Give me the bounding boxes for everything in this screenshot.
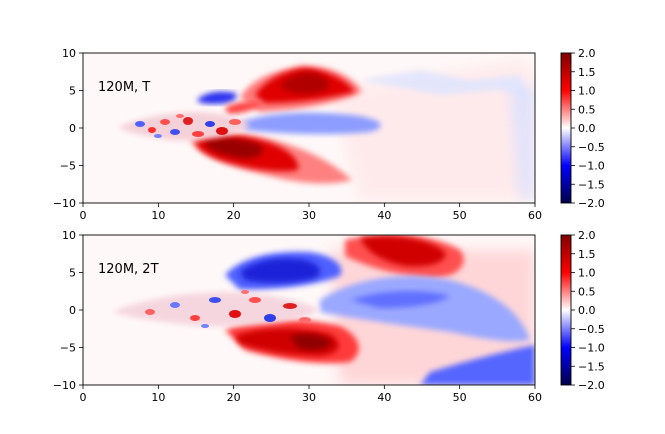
panel-2-colorbar-tick-label: 2.0 [578,229,596,242]
panel-2-colorbar-tick-label: 1.0 [578,267,596,280]
panel-2-colorbar-tick-label: −0.5 [578,323,605,336]
panel-1-colorbar-tick-label: −1.0 [578,160,605,173]
panel-1-y-tick-label: 0 [69,122,76,135]
panel-2-turbulence-speckles [145,290,311,328]
panel-1-upper-blue-patch [197,91,237,104]
panel-1-colorbar-tick-label: −1.5 [578,178,605,191]
panel-1-x-tick-label: 60 [528,209,542,222]
panel-2-colorbar-tick-label: 0.5 [578,285,596,298]
panel-2-y-tick-label: 10 [62,229,76,242]
panel-1-colorbar-tick-label: −0.5 [578,141,605,154]
panel-1-colorbar-tick-label: 0.5 [578,103,596,116]
panel-1-faint-blue [360,70,530,100]
panel-1-colorbar [561,53,571,203]
panel-2-x-tick-label: 30 [302,391,316,404]
panel-2 [83,235,535,385]
panel-2-label: 120M, 2T [98,262,159,277]
panel-2-x-tick-label: 20 [227,391,241,404]
panel-1-lower-red-core [205,138,263,159]
panel-1-y-tick-label: −10 [53,197,76,210]
panel-1-turbulence-speckles [135,114,241,138]
panel-1-x-tick-label: 30 [302,209,316,222]
panel-1-colorbar-tick-label: 2.0 [578,47,596,60]
panel-1-y-tick-label: 10 [62,47,76,60]
panel-1-faint-blue-right [510,85,535,200]
panel-2-colorbar-tick-label: −1.5 [578,360,605,373]
panel-1-colorbar-tick-label: 1.5 [578,66,596,79]
panel-1-x-tick-label: 20 [227,209,241,222]
panel-2-x-tick-label: 50 [453,391,467,404]
panel-2-x-tick-label: 60 [528,391,542,404]
panel-2-lower-red-core [290,334,332,350]
panel-2-colorbar [561,235,571,385]
panel-1 [83,53,535,203]
panel-1-colorbar-tick-label: 1.0 [578,85,596,98]
panel-1-turbulent-core [118,112,250,141]
panel-1-x-tick-label: 40 [377,209,391,222]
panel-1-colorbar-tick-label: 0.0 [578,122,596,135]
panel-1-heatmap [118,60,535,200]
panel-1-y-tick-label: 5 [69,85,76,98]
panel-2-y-tick-label: 0 [69,304,76,317]
panel-1-upper-red-core [280,72,330,94]
panel-1-x-tick-label: 0 [80,209,87,222]
panel-2-heatmap [112,235,535,385]
panel-2-y-tick-label: −10 [53,379,76,392]
panel-1-colorbar-tick-label: −2.0 [578,197,605,210]
panel-2-upper-blue-lobe [240,258,321,283]
panel-1-x-tick-label: 50 [453,209,467,222]
panel-1-y-tick-label: −5 [60,160,76,173]
panel-2-central-blue-band [320,276,530,342]
panel-2-x-tick-label: 0 [80,391,87,404]
panel-1-wake [330,60,535,200]
panel-1-label: 120M, T [98,80,150,95]
panel-2-y-tick-label: −5 [60,342,76,355]
panel-2-colorbar-tick-label: −1.0 [578,342,605,355]
panel-1-upper-red-streak [225,101,262,114]
panel-2-colorbar-tick-label: 1.5 [578,248,596,261]
panel-2-colorbar-tick-label: 0.0 [578,304,596,317]
panel-2-top-red-plume [360,236,446,267]
panel-1-central-blue [240,112,381,135]
panel-2-lower-right-blue [420,345,535,385]
panel-2-x-tick-label: 10 [151,391,165,404]
panel-2-y-tick-label: 5 [69,267,76,280]
panel-2-x-tick-label: 40 [377,391,391,404]
panel-1-x-tick-label: 10 [151,209,165,222]
panel-2-colorbar-tick-label: −2.0 [578,379,605,392]
panel-2-central-blue-core [350,291,450,308]
